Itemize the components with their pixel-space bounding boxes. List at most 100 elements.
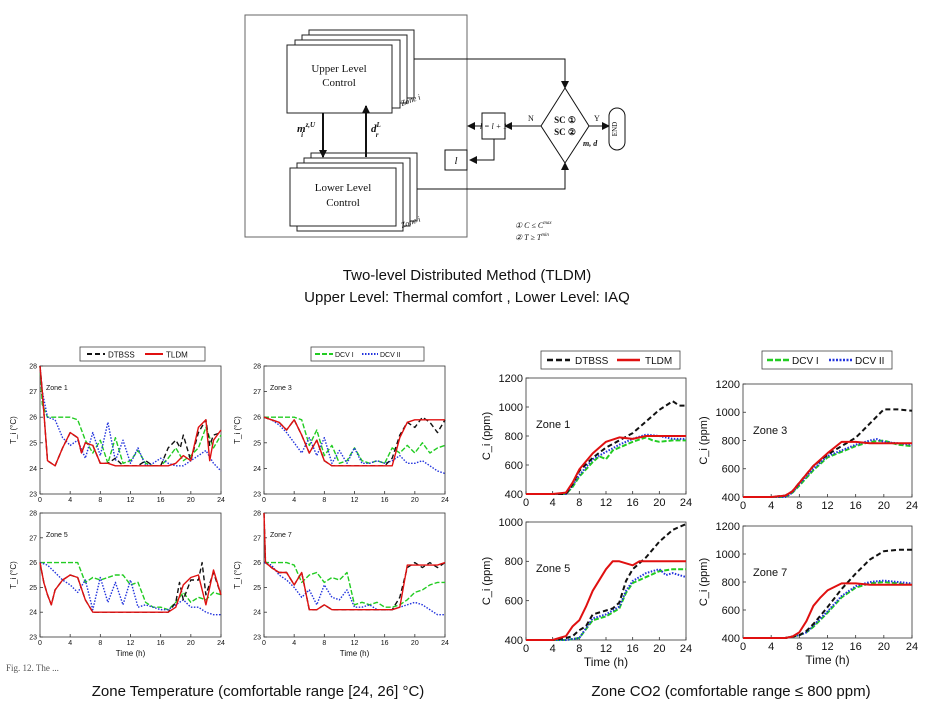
tldm-subtitle: Upper Level: Thermal comfort , Lower Lev… [304,289,630,306]
y-tick-label: 26 [29,415,37,422]
y-tick-label: 28 [29,510,37,517]
y-tick-label: 27 [29,389,37,396]
y-axis-label: T_i (°C) [233,561,242,589]
x-tick-label: 20 [653,643,665,655]
chart-panel-1: 0 4 8 12 16 20 24 23 24 25 26 27 28 Zone 1 T_i (°C) [9,363,225,504]
x-tick-label: 8 [576,497,582,509]
x-tick-label: 12 [351,640,359,647]
y-tick-label: 1000 [499,517,523,529]
end-label: END [611,122,619,136]
chart-panel-7: 0 4 8 12 16 20 24 400 600 800 1000 Zone 5 C_i (ppm) T… [481,517,692,669]
x-tick-label: 12 [821,500,833,512]
y-axis-label: T_i (°C) [9,416,18,444]
lower-level-control-block [289,167,397,227]
y-tick-label: 800 [505,431,523,443]
x-tick-label: 0 [262,640,266,647]
x-tick-label: 12 [600,497,612,509]
y-axis-label: C_i (ppm) [481,557,493,605]
tldm-title: Two-level Distributed Method (TLDM) [343,267,591,284]
series-tldm [526,560,686,641]
x-tick-label: 16 [157,497,165,504]
y-axis-label: C_i (ppm) [698,416,710,464]
x-tick-label: 8 [796,500,802,512]
x-tick-label: 12 [821,641,833,653]
series-tldm [743,582,912,639]
series-tldm [526,435,686,495]
y-tick-label: 27 [253,389,261,396]
end-terminal [608,107,626,151]
y-tick-label: 27 [29,535,37,542]
y-tick-label: 1200 [716,521,740,533]
x-tick-label: 4 [68,497,72,504]
x-tick-label: 24 [217,497,225,504]
y-tick-label: 25 [253,585,261,592]
y-tick-label: 600 [505,596,523,608]
zone-title: Zone 3 [753,425,787,437]
x-tick-label: 16 [381,497,389,504]
y-axis-label: T_i (°C) [233,416,242,444]
tldm-diagram: Upper Level Control Zone i Lower Level C… [244,14,626,242]
legend-dtbss-right: DTBSS [575,356,609,367]
x-tick-label: 8 [322,497,326,504]
x-tick-label: 4 [292,640,296,647]
chart-panel-3: 0 4 8 12 16 20 24 23 24 25 26 27 28 Zone 5 T_i (°C) Tim… [9,510,225,658]
series-dcv-i [264,416,446,464]
y-tick-label: 28 [253,363,261,370]
x-axis-label: Time (h) [340,649,370,658]
chart-plot-area [263,365,446,495]
y-label: Y [594,114,600,123]
x-axis-label: Time (h) [584,655,628,669]
y-tick-label: 400 [722,633,740,645]
x-tick-label: 4 [768,641,774,653]
series-tldm [743,440,912,498]
chart-plot-area [39,365,222,495]
series-dcv-ii [263,416,446,475]
y-axis-label: C_i (ppm) [481,412,493,460]
y-tick-label: 25 [253,440,261,447]
y-tick-label: 1200 [499,373,523,385]
upper-level-control-block [286,44,393,114]
series-dcv-i [264,561,445,608]
series-dcv-ii [39,365,222,472]
y-tick-label: 400 [505,489,523,501]
l-box [444,149,468,171]
zone-title: Zone 3 [270,385,292,392]
y-tick-label: 400 [505,635,523,647]
chart-plot-area [742,525,913,639]
x-tick-label: 24 [906,500,918,512]
chart-plot-area [263,512,446,638]
x-tick-label: 4 [550,643,556,655]
y-tick-label: 800 [722,577,740,589]
chart-panel-6: 0 4 8 12 16 20 24 400 600 800 1000 1200 Zone 3 C_i (p… [698,379,918,512]
x-tick-label: 8 [322,640,326,647]
x-tick-label: 0 [740,500,746,512]
series-dcv-i [40,561,222,611]
x-tick-label: 20 [411,640,419,647]
series-dcv-ii [263,561,445,616]
zone-title: Zone 1 [46,385,68,392]
legend-dtbss-left: DTBSS [108,351,135,360]
decision-diamond [540,87,590,164]
x-tick-label: 4 [68,640,72,647]
l-box-label: l [454,155,457,167]
y-tick-label: 26 [253,415,261,422]
lower-block-label: Lower Level [315,182,372,194]
y-tick-label: 1200 [716,379,740,391]
x-tick-label: 16 [157,640,165,647]
y-tick-label: 23 [29,491,37,498]
series-dtbss [526,523,687,641]
charts-group: 0 4 8 12 16 20 24 23 24 25 26 27 28 Zone 1 T_i (°C) 0 4 8… [9,363,918,669]
y-tick-label: 600 [722,464,740,476]
x-tick-label: 24 [680,497,692,509]
series-tldm [39,562,222,613]
update-box [481,112,506,140]
chart-panel-4: 0 4 8 12 16 20 24 23 24 25 26 27 28 Zone 7 T_i (°C) Tim… [233,510,449,658]
x-tick-label: 24 [217,640,225,647]
output-label: m, d [583,139,598,148]
x-tick-label: 0 [38,497,42,504]
x-tick-label: 24 [441,497,449,504]
n-label: N [528,114,534,123]
y-axis-label: T_i (°C) [9,561,18,589]
series-dcv-ii [743,438,913,498]
figure-note: Fig. 12. The ... [6,663,59,673]
